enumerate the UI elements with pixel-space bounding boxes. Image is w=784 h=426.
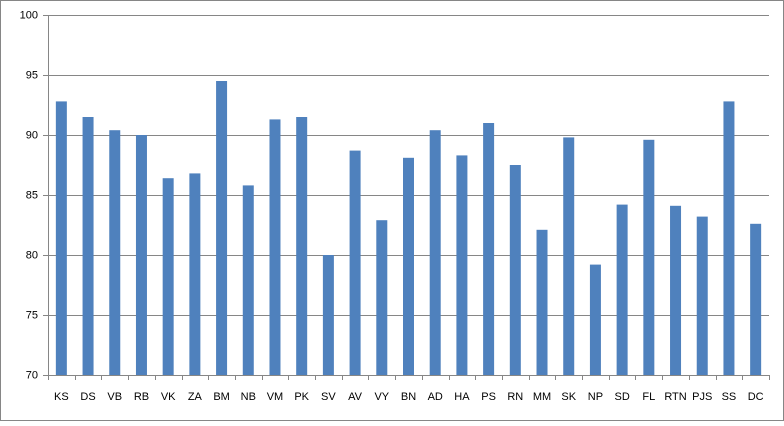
bar	[429, 130, 441, 375]
x-tick-label: KS	[54, 391, 69, 403]
x-tick-label: PJS	[692, 391, 712, 403]
x-tick-label: AD	[428, 391, 443, 403]
bar	[242, 185, 254, 375]
bar	[643, 139, 655, 375]
y-tick-label: 100	[20, 9, 38, 21]
bar	[349, 150, 361, 375]
x-tick-label: SV	[321, 391, 336, 403]
bar	[589, 264, 601, 375]
y-tick-label: 90	[26, 129, 38, 141]
x-tick-label: HA	[454, 391, 470, 403]
bar	[696, 216, 708, 375]
x-tick-label: VY	[374, 391, 389, 403]
x-tick-label: RTN	[664, 391, 686, 403]
y-tick-label: 75	[26, 309, 38, 321]
x-tick-label: SS	[722, 391, 737, 403]
x-tick-label: BM	[213, 391, 230, 403]
x-tick-label: MM	[533, 391, 551, 403]
bar	[616, 204, 628, 375]
x-tick-label: PK	[294, 391, 309, 403]
bar	[135, 135, 147, 375]
x-tick-label: DS	[80, 391, 95, 403]
x-tick-label: SD	[614, 391, 629, 403]
bar	[296, 117, 308, 375]
x-tick-label: FL	[642, 391, 655, 403]
x-tick-label: RB	[134, 391, 149, 403]
x-tick-label: SK	[561, 391, 576, 403]
bar	[376, 220, 388, 375]
x-tick-label: NB	[241, 391, 256, 403]
x-tick-label: VB	[107, 391, 122, 403]
bar	[403, 157, 414, 375]
bar	[322, 255, 334, 375]
y-tick-label: 95	[26, 69, 38, 81]
y-tick-label: 85	[26, 189, 38, 201]
bar	[483, 123, 495, 375]
bar	[82, 117, 94, 375]
bar	[269, 119, 281, 376]
x-tick-label: VK	[161, 391, 176, 403]
x-tick-label: AV	[348, 391, 363, 403]
bar	[189, 173, 201, 375]
bar	[162, 178, 174, 375]
x-tick-label: DC	[748, 391, 764, 403]
bar	[723, 101, 735, 376]
x-tick-label: VM	[267, 391, 284, 403]
x-tick-label: RN	[507, 391, 523, 403]
bar	[563, 137, 575, 375]
x-tick-label: BN	[401, 391, 416, 403]
x-tick-label: NP	[588, 391, 603, 403]
bar	[536, 229, 548, 375]
x-tick-label: PS	[481, 391, 496, 403]
y-tick-label: 80	[26, 249, 38, 261]
bar	[456, 155, 468, 375]
bar	[109, 130, 121, 375]
bar	[55, 101, 67, 376]
bar	[509, 165, 521, 375]
bar	[750, 223, 762, 375]
bar	[216, 81, 228, 375]
bar	[670, 205, 682, 375]
y-tick-label: 70	[26, 369, 38, 381]
x-tick-label: ZA	[188, 391, 203, 403]
